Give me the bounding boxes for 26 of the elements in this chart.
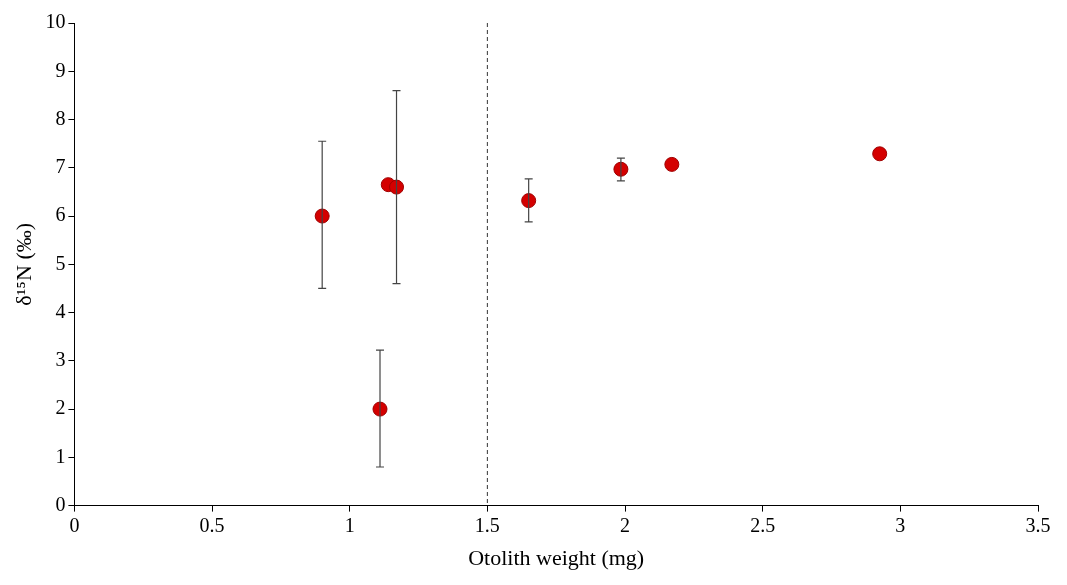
x-tick-label: 1 <box>344 513 355 536</box>
x-tick-label: 0 <box>69 513 80 536</box>
y-tick-label: 0 <box>55 492 66 515</box>
y-tick-label: 10 <box>45 10 66 33</box>
point <box>664 156 680 172</box>
point <box>521 193 537 209</box>
point <box>872 146 888 162</box>
x-tick-label: 2 <box>620 513 631 536</box>
y-tick-label: 3 <box>55 348 66 371</box>
y-tick-label: 7 <box>55 155 66 178</box>
y-tick-label: 9 <box>55 58 66 81</box>
x-tick-label: 3.5 <box>1025 513 1051 536</box>
x-tick-label: 3 <box>895 513 906 536</box>
y-tick-label: 5 <box>55 251 66 274</box>
x-axis-title: Otolith weight (mg) <box>468 544 645 570</box>
y-tick-label: 1 <box>55 444 66 467</box>
y-tick-label: 8 <box>55 106 66 129</box>
y-tick-label: 6 <box>55 203 66 226</box>
point <box>314 208 330 224</box>
y-axis-title: δ¹⁵N (‰) <box>10 222 36 306</box>
x-tick-label: 2.5 <box>750 513 776 536</box>
y-tick-label: 4 <box>55 299 66 322</box>
y-tick-label: 2 <box>55 396 66 419</box>
x-tick-label: 1.5 <box>474 513 500 536</box>
x-tick-label: 0.5 <box>199 513 225 536</box>
point <box>389 179 405 195</box>
